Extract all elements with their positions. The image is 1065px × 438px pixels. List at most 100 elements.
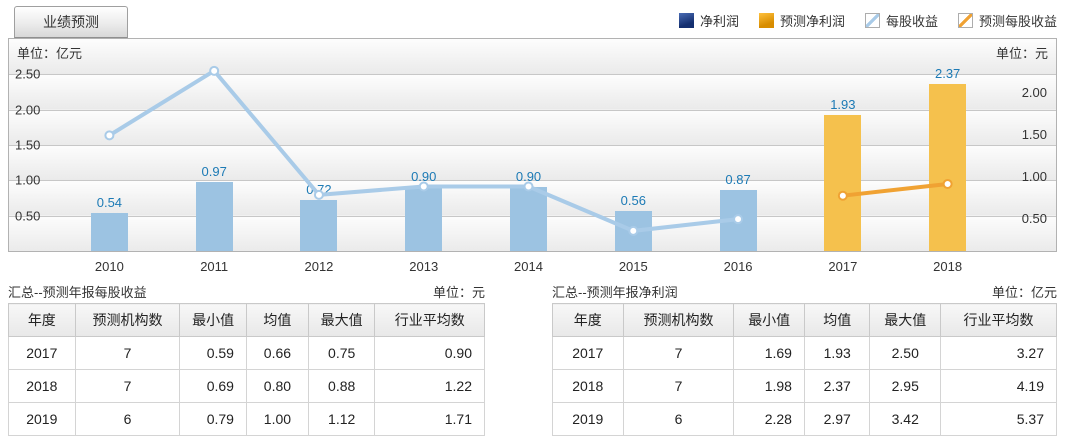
line-marker — [209, 65, 220, 76]
line-marker — [523, 181, 534, 192]
eps-table-unit: 单位：元 — [432, 285, 485, 300]
forecast-eps-line-swatch-icon — [957, 13, 973, 28]
table-cell: 1.93 — [803, 336, 871, 370]
x-axis-label-2013: 2013 — [409, 258, 439, 274]
line-marker — [942, 178, 953, 189]
net-profit-bar-2013 — [405, 187, 443, 251]
table-cell: 2.28 — [733, 402, 805, 436]
left-axis-tick: 1.50 — [15, 137, 41, 153]
chart-column-2017: 1.93 — [790, 39, 895, 251]
bar-value-label: 0.97 — [201, 164, 227, 180]
net-profit-swatch-icon — [678, 13, 694, 28]
table-cell: 0.66 — [245, 336, 309, 370]
right-axis-unit: 单位：元 — [995, 46, 1048, 61]
line-marker — [733, 214, 744, 225]
table-cell: 0.90 — [374, 336, 485, 370]
table-cell: 0.69 — [179, 369, 247, 403]
table-cell: 0.75 — [307, 336, 376, 370]
x-axis-label-2017: 2017 — [828, 258, 858, 274]
legend-label: 净利润 — [699, 14, 739, 29]
x-axis-label-2016: 2016 — [723, 258, 753, 274]
header-cell: 最小值 — [179, 303, 247, 337]
legend-item-forecast-net-profit: 预测净利润 — [758, 11, 845, 30]
eps-table-header-row: 年度 预测机构数 最小值 均值 最大值 行业平均数 — [8, 303, 485, 337]
net-profit-bar-2011 — [195, 182, 233, 251]
table-cell: 2019 — [552, 402, 624, 436]
bar-value-label: 2.37 — [934, 65, 961, 81]
x-axis: 2010 2011 2012 2013 2014 2015 2016 2017 2018 — [8, 252, 1057, 280]
net-profit-table-header-row: 年度 预测机构数 最小值 均值 最大值 行业平均数 — [552, 303, 1057, 337]
table-cell: 7 — [622, 336, 735, 370]
line-marker — [313, 189, 324, 200]
table-cell: 2.50 — [869, 336, 942, 370]
table-cell: 4.19 — [940, 369, 1057, 403]
left-axis-tick: 1.00 — [15, 172, 41, 188]
table-cell: 2017 — [552, 336, 624, 370]
right-axis-tick: 1.50 — [1021, 127, 1047, 143]
line-marker — [837, 190, 848, 201]
x-axis-label-2014: 2014 — [514, 258, 543, 274]
table-cell: 0.79 — [179, 402, 247, 436]
x-axis-label-2010: 2010 — [94, 258, 124, 274]
bar-value-label: 0.87 — [725, 171, 751, 187]
header-cell: 年度 — [8, 303, 76, 337]
bar-value-label: 0.90 — [515, 169, 542, 185]
legend-label: 预测每股收益 — [978, 14, 1057, 29]
table-cell: 6 — [622, 402, 735, 436]
table-row: 2018 7 1.98 2.37 2.95 4.19 — [552, 369, 1057, 403]
left-axis-unit: 单位：亿元 — [17, 46, 83, 61]
bar-value-label: 0.54 — [96, 194, 123, 210]
header-cell: 最大值 — [869, 303, 942, 337]
table-row: 2019 6 2.28 2.97 3.42 5.37 — [552, 402, 1057, 436]
x-axis-label-2012: 2012 — [304, 258, 334, 274]
table-cell: 3.27 — [940, 336, 1057, 370]
right-axis-tick: 2.00 — [1021, 85, 1047, 101]
table-cell: 1.12 — [307, 402, 376, 436]
summary-tables: 汇总--预测年报每股收益 单位：元 年度 预测机构数 最小值 均值 最大值 行业平均数 2… — [8, 282, 1057, 436]
table-cell: 2019 — [8, 402, 76, 436]
plot-columns: 0.54 0.97 0.72 0.90 0.90 0.56 0.87 1.93 2.37 — [57, 39, 1000, 251]
x-axis-label-2015: 2015 — [618, 258, 648, 274]
eps-line-swatch-icon — [864, 13, 880, 28]
chart-column-2013: 0.90 — [371, 39, 476, 251]
table-row: 2017 7 1.69 1.93 2.50 3.27 — [552, 336, 1057, 370]
right-axis-tick: 0.50 — [1021, 211, 1047, 227]
line-marker — [418, 181, 429, 192]
table-cell: 5.37 — [940, 402, 1057, 436]
gridline — [9, 180, 1056, 182]
table-cell: 6 — [74, 402, 181, 436]
eps-table-title: 汇总--预测年报每股收益 — [8, 285, 147, 300]
chart-column-2014: 0.90 — [476, 39, 581, 251]
net-profit-table-unit: 单位：亿元 — [991, 285, 1057, 300]
left-axis-tick: 2.50 — [15, 66, 41, 82]
chart-legend: 净利润 预测净利润 每股收益 预测每股收益 — [678, 11, 1057, 38]
forecast-net-profit-bar-2017 — [824, 114, 862, 251]
table-cell: 0.59 — [179, 336, 247, 370]
net-profit-bar-2014 — [510, 187, 548, 251]
net-profit-bar-2012 — [300, 200, 338, 251]
header-cell: 行业平均数 — [940, 303, 1057, 337]
header-cell: 最小值 — [733, 303, 805, 337]
forecast-net-profit-bar-2018 — [929, 83, 967, 251]
gridline — [9, 109, 1056, 111]
net-profit-bar-2010 — [90, 212, 128, 251]
table-cell: 1.69 — [733, 336, 805, 370]
line-layer — [57, 39, 1000, 251]
line-marker — [104, 130, 115, 141]
left-axis-tick: 0.50 — [15, 208, 41, 224]
chart-column-2010: 0.54 — [57, 39, 162, 251]
table-cell: 2018 — [552, 369, 624, 403]
table-cell: 2.95 — [869, 369, 942, 403]
chart-column-2018: 2.37 — [895, 39, 1000, 251]
chart-column-2011: 0.97 — [162, 39, 267, 251]
header-cell: 最大值 — [307, 303, 376, 337]
table-cell: 1.71 — [374, 402, 485, 436]
table-row: 2018 7 0.69 0.80 0.88 1.22 — [8, 369, 485, 403]
legend-item-eps: 每股收益 — [864, 11, 938, 30]
tab-performance-forecast[interactable]: 业绩预测 — [14, 6, 128, 38]
eps-table: 年度 预测机构数 最小值 均值 最大值 行业平均数 2017 7 0.59 0.66 0.75 0.… — [8, 303, 485, 436]
table-cell: 7 — [622, 369, 735, 403]
net-profit-table-block: 汇总--预测年报净利润 单位：亿元 年度 预测机构数 最小值 均值 最大值 行业平均数 2… — [552, 282, 1057, 436]
header-cell: 均值 — [245, 303, 309, 337]
table-cell: 1.00 — [245, 402, 309, 436]
